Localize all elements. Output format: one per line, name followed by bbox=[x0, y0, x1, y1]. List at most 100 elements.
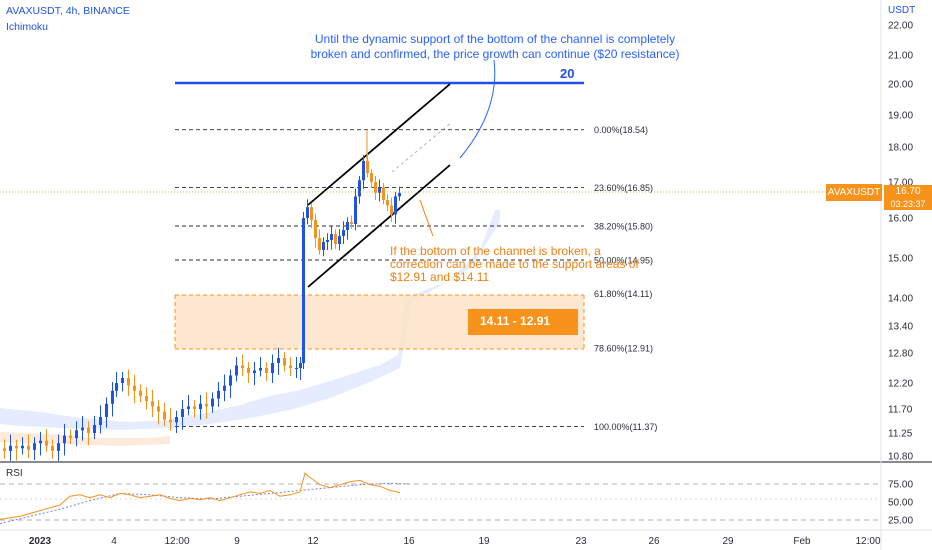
candle-body bbox=[211, 398, 214, 407]
time-tick-label: 26 bbox=[648, 536, 660, 547]
candle-body bbox=[362, 161, 365, 181]
candle-body bbox=[187, 406, 190, 409]
candle-body bbox=[350, 222, 353, 224]
candle-body bbox=[33, 443, 36, 450]
candle-body bbox=[306, 207, 309, 218]
annotation-bottom: If the bottom of the channel is broken, … bbox=[390, 244, 639, 284]
candle-body bbox=[229, 375, 232, 386]
candle-body bbox=[87, 427, 90, 433]
candle-body bbox=[111, 390, 114, 404]
candle-body bbox=[169, 419, 172, 423]
candle-body bbox=[127, 378, 130, 386]
rsi-ma-line bbox=[0, 482, 411, 525]
rsi-tick-label: 25.00 bbox=[888, 516, 913, 527]
candle-body bbox=[3, 448, 6, 451]
candle-body bbox=[390, 205, 393, 215]
price-tick-label: 10.80 bbox=[888, 452, 913, 463]
candle-body bbox=[105, 403, 108, 417]
resistance-label: 20 bbox=[560, 66, 575, 81]
candle-body bbox=[322, 242, 325, 250]
countdown-badge: 03:23:37 bbox=[884, 198, 932, 210]
candle-body bbox=[346, 222, 349, 230]
candle-body bbox=[398, 192, 401, 197]
candle-body bbox=[235, 365, 238, 376]
candle-body bbox=[394, 196, 397, 215]
time-tick-label: 12:00 bbox=[164, 536, 189, 547]
candle-body bbox=[99, 417, 102, 425]
candle-body bbox=[9, 445, 12, 451]
ichimoku-cloud bbox=[0, 210, 500, 446]
candle-body bbox=[21, 445, 24, 449]
price-tick-label: 19.00 bbox=[888, 111, 913, 122]
candle-body bbox=[45, 440, 48, 446]
candle-body bbox=[310, 207, 313, 220]
candle-body bbox=[265, 368, 268, 373]
fib-level-label: 23.60%(16.85) bbox=[594, 183, 653, 193]
candle-body bbox=[382, 187, 385, 200]
rsi-panel bbox=[0, 472, 880, 525]
candle-body bbox=[330, 234, 333, 240]
candle-body bbox=[51, 445, 54, 451]
time-tick-label: 29 bbox=[722, 536, 734, 547]
fib-level-label: 0.00%(18.54) bbox=[594, 125, 648, 135]
candle-body bbox=[295, 368, 298, 369]
candle-body bbox=[354, 196, 357, 224]
candle-body bbox=[193, 406, 196, 409]
candle-body bbox=[145, 396, 148, 402]
candle-body bbox=[39, 440, 42, 444]
price-tick-label: 16.00 bbox=[888, 214, 913, 225]
candle-body bbox=[157, 406, 160, 412]
fib-level-label: 61.80%(14.11) bbox=[594, 289, 652, 299]
candle-body bbox=[241, 365, 244, 368]
price-tick-label: 21.00 bbox=[888, 51, 913, 62]
candle-body bbox=[81, 427, 84, 431]
time-tick-label: 12:00 bbox=[855, 536, 880, 547]
candle-body bbox=[133, 385, 136, 391]
fib-level-label: 50.00%(14.95) bbox=[594, 256, 653, 266]
candle-body bbox=[299, 363, 302, 368]
candle-body bbox=[93, 425, 96, 433]
fib-level-label: 78.60%(12.91) bbox=[594, 344, 653, 354]
time-tick-label: 2023 bbox=[29, 536, 52, 547]
candle-body bbox=[15, 445, 18, 449]
candle-body bbox=[283, 358, 286, 366]
candle-body bbox=[334, 234, 337, 244]
support-zone-label: 14.11 - 12.91 bbox=[480, 314, 551, 328]
candle-body bbox=[338, 236, 341, 244]
candle-body bbox=[386, 200, 389, 206]
rsi-axis-ticks: 75.00 50.00 25.00 bbox=[888, 480, 913, 527]
candle-body bbox=[358, 180, 361, 197]
price-tick-label: 18.00 bbox=[888, 143, 913, 154]
time-tick-label: 4 bbox=[111, 536, 117, 547]
annotation-top: Until the dynamic support of the bottom … bbox=[310, 32, 680, 61]
price-tick-label: 12.80 bbox=[888, 349, 913, 360]
candle-body bbox=[115, 383, 118, 391]
candle-body bbox=[289, 365, 292, 368]
fib-level-label: 100.00%(11.37) bbox=[594, 422, 657, 432]
price-axis-ticks: 22.00 21.00 20.00 19.00 18.00 17.00 16.00 15.00… bbox=[888, 21, 913, 463]
candle-body bbox=[378, 187, 381, 193]
time-tick-label: 9 bbox=[234, 536, 240, 547]
time-tick-label: 12 bbox=[307, 536, 319, 547]
candle-body bbox=[163, 411, 166, 420]
candle-body bbox=[247, 368, 250, 373]
price-tick-label: 11.25 bbox=[888, 429, 913, 440]
support-zone bbox=[174, 294, 585, 350]
rsi-tick-label: 75.00 bbox=[888, 480, 913, 491]
candle-body bbox=[277, 358, 280, 363]
price-tick-label: 13.40 bbox=[888, 322, 913, 333]
time-tick-label: 23 bbox=[575, 536, 587, 547]
candle-body bbox=[342, 230, 345, 236]
annotation-arrows bbox=[419, 59, 496, 237]
candle-body bbox=[199, 403, 202, 409]
chart-title: AVAXUSDT, 4h, BINANCE bbox=[6, 5, 130, 17]
candlestick-series bbox=[3, 129, 401, 461]
fib-level-label: 38.20%(15.80) bbox=[594, 222, 653, 232]
candle-body bbox=[253, 370, 256, 373]
candle-body bbox=[57, 443, 60, 451]
symbol-badge: AVAXUSDT bbox=[826, 184, 882, 201]
price-tick-label: 14.00 bbox=[888, 294, 913, 305]
currency-label: USDT bbox=[888, 5, 916, 16]
candle-body bbox=[121, 378, 124, 383]
